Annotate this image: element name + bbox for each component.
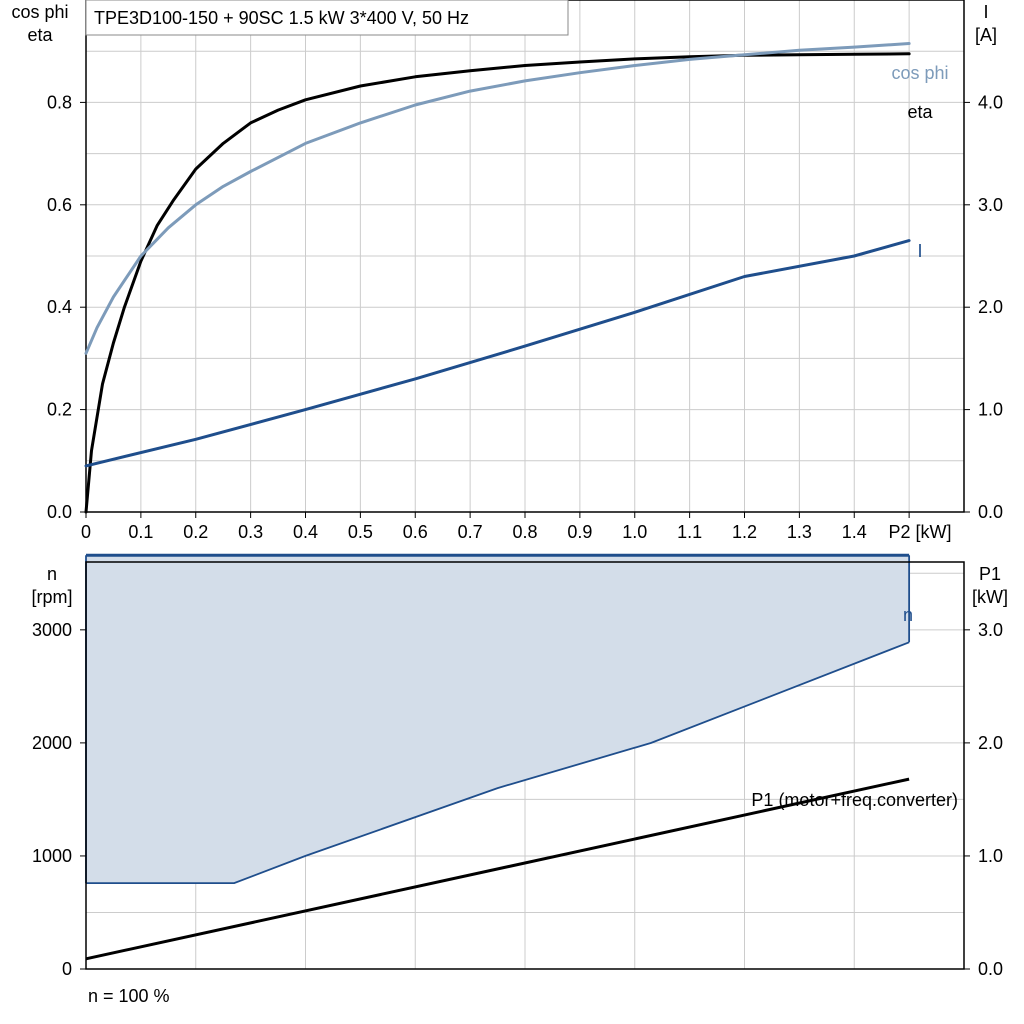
bottom-y-left-tick-label: 3000	[32, 620, 72, 640]
x-tick-label: 0.6	[403, 522, 428, 542]
speed-annotation: n = 100 %	[88, 986, 170, 1006]
speed-min-line	[86, 641, 910, 884]
bottom-y-right-tick-label: 1.0	[978, 846, 1003, 866]
top-chart-grid	[86, 0, 964, 512]
y-left-tick-label: 0.4	[47, 297, 72, 317]
y-left-tick-label: 0.0	[47, 502, 72, 522]
bottom-y-right-label-line1: P1	[979, 564, 1001, 584]
bottom-y-right-label-line2: [kW]	[972, 587, 1008, 607]
series-label-cos-phi: cos phi	[891, 63, 948, 83]
x-tick-label: 0	[81, 522, 91, 542]
y-right-tick-label: 0.0	[978, 502, 1003, 522]
x-tick-label: 1.2	[732, 522, 757, 542]
bottom-y-left-label-line2: [rpm]	[31, 587, 72, 607]
y-right-label-line2: [A]	[975, 25, 997, 45]
y-left-label-line1: cos phi	[11, 2, 68, 22]
top-chart: 0 0.1 0.2 0.3 0.4 0.5 0.6 0.7 0.8 0.9 1.0 1.1 1.2 1.3…	[11, 0, 1003, 542]
bottom-y-right-tick-label: 2.0	[978, 733, 1003, 753]
bottom-y-right-tick-label: 3.0	[978, 620, 1003, 640]
y-right-tick-label: 1.0	[978, 400, 1003, 420]
x-tick-label: 0.2	[183, 522, 208, 542]
y-left-tick-label: 0.2	[47, 400, 72, 420]
x-tick-label: 0.1	[128, 522, 153, 542]
x-tick-label: 1.0	[622, 522, 647, 542]
y-right-tick-label: 4.0	[978, 92, 1003, 112]
series-label-speed: n	[903, 605, 913, 625]
y-right-tick-label: 2.0	[978, 297, 1003, 317]
x-tick-label: 1.1	[677, 522, 702, 542]
x-tick-label: 0.3	[238, 522, 263, 542]
series-label-eta: eta	[907, 102, 933, 122]
x-tick-label: 0.9	[567, 522, 592, 542]
x-tick-label: 1.4	[842, 522, 867, 542]
series-label-current: I	[917, 241, 922, 261]
chart-title: TPE3D100-150 + 90SC 1.5 kW 3*400 V, 50 H…	[94, 8, 469, 28]
bottom-y-right-tick-label: 0.0	[978, 959, 1003, 979]
x-tick-label: 0.7	[458, 522, 483, 542]
x-tick-label: 0.8	[512, 522, 537, 542]
x-tick-label: 0.5	[348, 522, 373, 542]
bottom-y-left-tick-label: 1000	[32, 846, 72, 866]
x-axis-label: P2 [kW]	[888, 522, 951, 542]
series-line-p1	[85, 777, 910, 961]
top-chart-ticks: 0 0.1 0.2 0.3 0.4 0.5 0.6 0.7 0.8 0.9 1.0 1.1 1.2 1.3…	[47, 92, 1003, 542]
series-line-eta	[84, 52, 911, 514]
x-tick-label: 0.4	[293, 522, 318, 542]
top-chart-series	[84, 42, 911, 514]
y-right-tick-label: 3.0	[978, 195, 1003, 215]
bottom-chart-series	[85, 553, 911, 961]
y-left-label-line2: eta	[27, 25, 53, 45]
series-label-p1: P1 (motor+freq.converter)	[751, 790, 958, 810]
y-left-tick-label: 0.8	[47, 92, 72, 112]
x-tick-label: 1.3	[787, 522, 812, 542]
bottom-chart-frame	[85, 561, 965, 970]
bottom-chart-ticks: 0 1000 2000 3000 0.0 1.0 2.0 3.0	[32, 620, 1003, 979]
bottom-chart: 0 1000 2000 3000 0.0 1.0 2.0 3.0 n [rpm] P1 [kW…	[31, 553, 1008, 1006]
speed-band-fill	[86, 555, 910, 884]
y-left-tick-label: 0.6	[47, 195, 72, 215]
y-right-label-line1: I	[983, 2, 988, 22]
bottom-y-left-label-line1: n	[47, 564, 57, 584]
series-line-i	[84, 239, 911, 468]
bottom-y-left-tick-label: 2000	[32, 733, 72, 753]
chart-title-box: TPE3D100-150 + 90SC 1.5 kW 3*400 V, 50 H…	[85, 0, 569, 36]
bottom-y-left-tick-label: 0	[62, 959, 72, 979]
series-line-cos-phi	[84, 42, 911, 355]
